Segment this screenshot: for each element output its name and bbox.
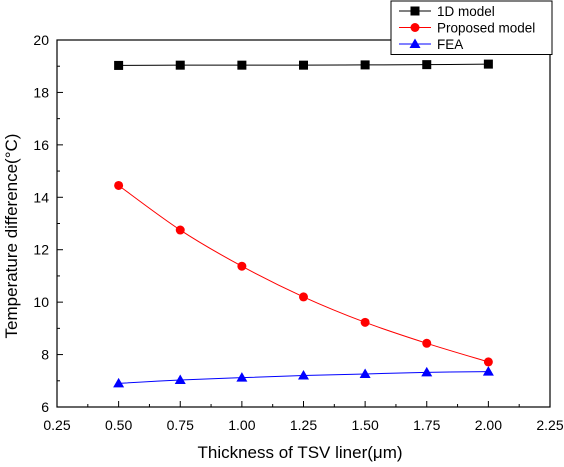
y-tick-label: 10 [33,294,49,310]
x-tick-label: 2.00 [475,417,502,433]
x-axis-label: Thickness of TSV liner(μm) [197,443,402,462]
data-point-proposed-model [360,317,370,327]
legend-marker-fea [409,38,421,48]
y-tick-label: 14 [33,189,49,205]
data-point-fea [298,370,309,380]
x-tick-label: 1.50 [352,417,379,433]
plot-frame [56,39,551,408]
legend-label-1d-model: 1D model [437,4,495,19]
legend-label-fea: FEA [437,37,463,52]
data-point-1d-model [175,60,185,70]
data-point-fea [482,366,494,376]
y-tick-label: 20 [33,32,49,48]
x-tick-label: 1.25 [290,417,317,433]
data-point-fea [359,368,371,378]
legend-label-proposed-model: Proposed model [437,21,535,36]
data-point-1d-model [299,60,308,70]
data-point-1d-model [422,60,432,70]
y-tick-label: 18 [33,84,49,100]
data-point-proposed-model [422,338,432,348]
series-line-proposed-model [118,185,489,363]
legend-marker-1d-model [410,6,420,16]
plot-area [113,59,494,388]
data-point-fea [113,377,125,388]
data-point-proposed-model [114,180,124,190]
data-point-proposed-model [483,357,493,367]
x-tick-label: 1.75 [413,417,440,433]
y-tick-label: 16 [33,137,49,153]
x-tick-label: 0.75 [167,417,194,433]
data-point-fea [421,366,433,377]
x-tick-label: 0.50 [105,417,132,433]
data-point-1d-model [114,60,124,70]
data-point-1d-model [360,60,370,70]
data-point-proposed-model [175,225,185,235]
y-tick-label: 8 [41,347,49,363]
data-point-fea [236,372,248,382]
data-point-1d-model [483,59,493,69]
y-axis-label: Temperature difference(°C) [2,134,21,339]
data-point-proposed-model [237,261,247,271]
y-tick-label: 6 [41,399,49,415]
x-tick-label: 2.25 [536,417,563,433]
x-tick-label: 0.25 [43,417,70,433]
y-tick-label: 12 [33,242,49,258]
axes: 0.25 0.50 0.75 1.00 1.25 1.50 1.75 2.00 2.25 6 8 10… [33,32,563,433]
data-point-1d-model [237,60,247,70]
x-tick-label: 1.00 [228,417,255,433]
legend-marker-proposed-model [410,23,420,32]
data-point-fea [174,374,186,384]
data-point-proposed-model [299,292,308,302]
